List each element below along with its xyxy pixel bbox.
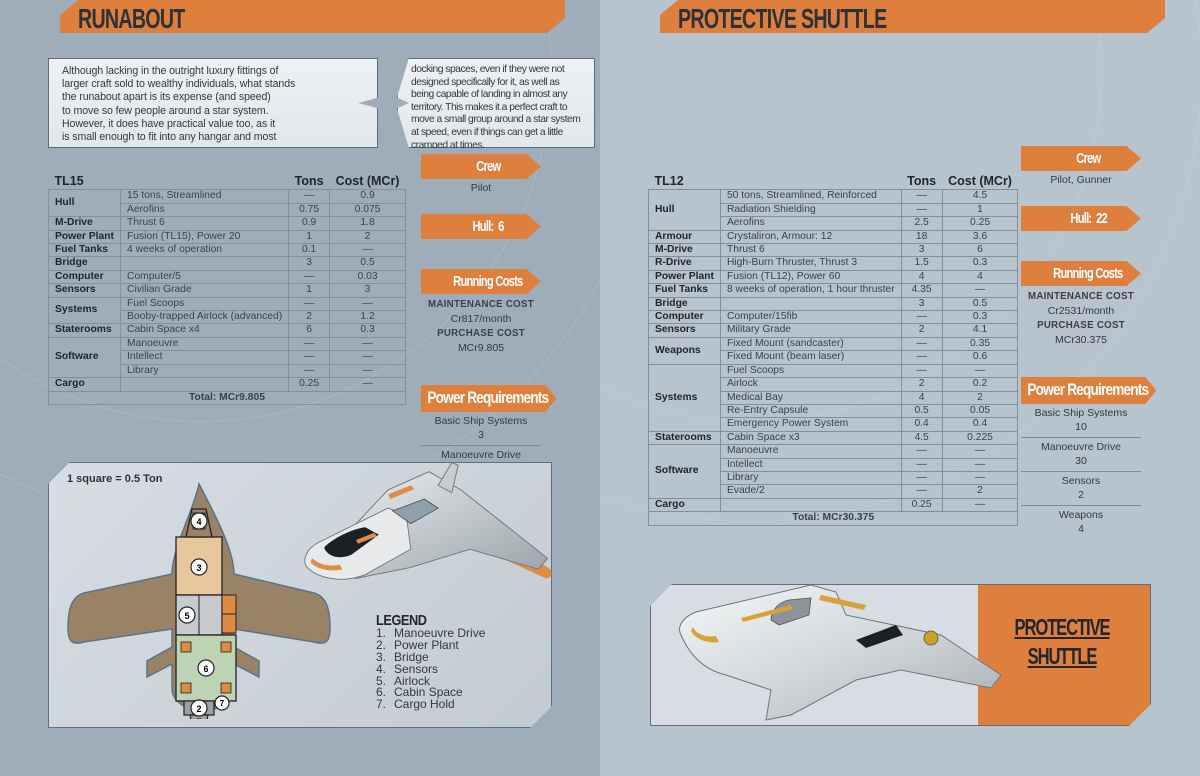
svg-text:2: 2 [196,704,201,714]
svg-text:6: 6 [203,664,208,674]
svg-text:5: 5 [184,611,189,621]
svg-text:7: 7 [220,699,225,708]
svg-text:4: 4 [196,517,201,527]
svg-text:3: 3 [196,563,201,573]
